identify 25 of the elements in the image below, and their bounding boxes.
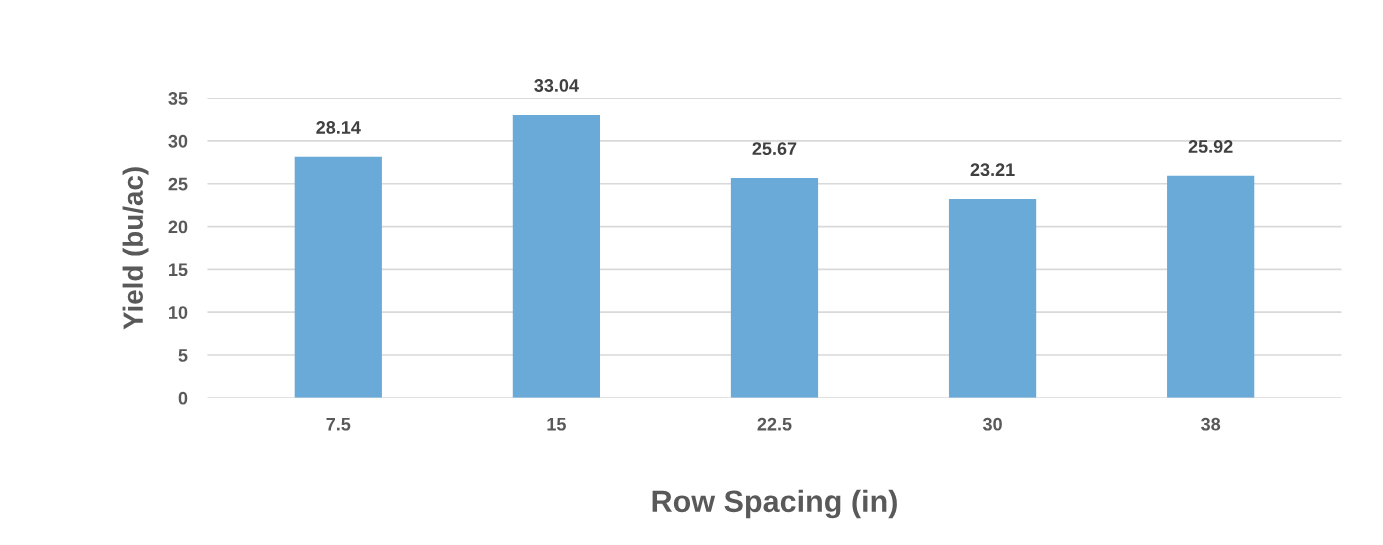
bar bbox=[512, 114, 601, 398]
data-label: 33.04 bbox=[534, 79, 579, 92]
x-tick-label: 22.5 bbox=[757, 417, 792, 431]
y-axis-title: Yield (bu/ac) bbox=[122, 167, 149, 330]
data-label: 25.67 bbox=[752, 142, 797, 155]
y-tick-label: 25 bbox=[168, 177, 188, 191]
bar bbox=[1167, 175, 1255, 398]
bar bbox=[294, 156, 382, 398]
data-label: 23.21 bbox=[970, 163, 1015, 177]
x-tick-label: 7.5 bbox=[326, 417, 351, 431]
x-tick-label: 38 bbox=[1201, 417, 1221, 431]
bar bbox=[730, 178, 819, 398]
y-tick-label: 10 bbox=[169, 306, 188, 319]
x-tick-label: 30 bbox=[982, 417, 1002, 431]
y-tick-label: 0 bbox=[178, 391, 188, 405]
bar bbox=[948, 199, 1037, 398]
y-tick-label: 20 bbox=[168, 220, 188, 234]
data-label: 25.92 bbox=[1188, 140, 1233, 153]
y-tick-label: 15 bbox=[169, 263, 188, 277]
y-tick-label: 35 bbox=[168, 92, 188, 105]
x-axis-title: Row Spacing (in) bbox=[652, 489, 897, 519]
x-tick-label: 15 bbox=[547, 417, 566, 431]
y-tick-label: 5 bbox=[178, 349, 188, 362]
y-tick-label: 30 bbox=[168, 134, 188, 148]
data-label: 28.14 bbox=[316, 121, 361, 134]
